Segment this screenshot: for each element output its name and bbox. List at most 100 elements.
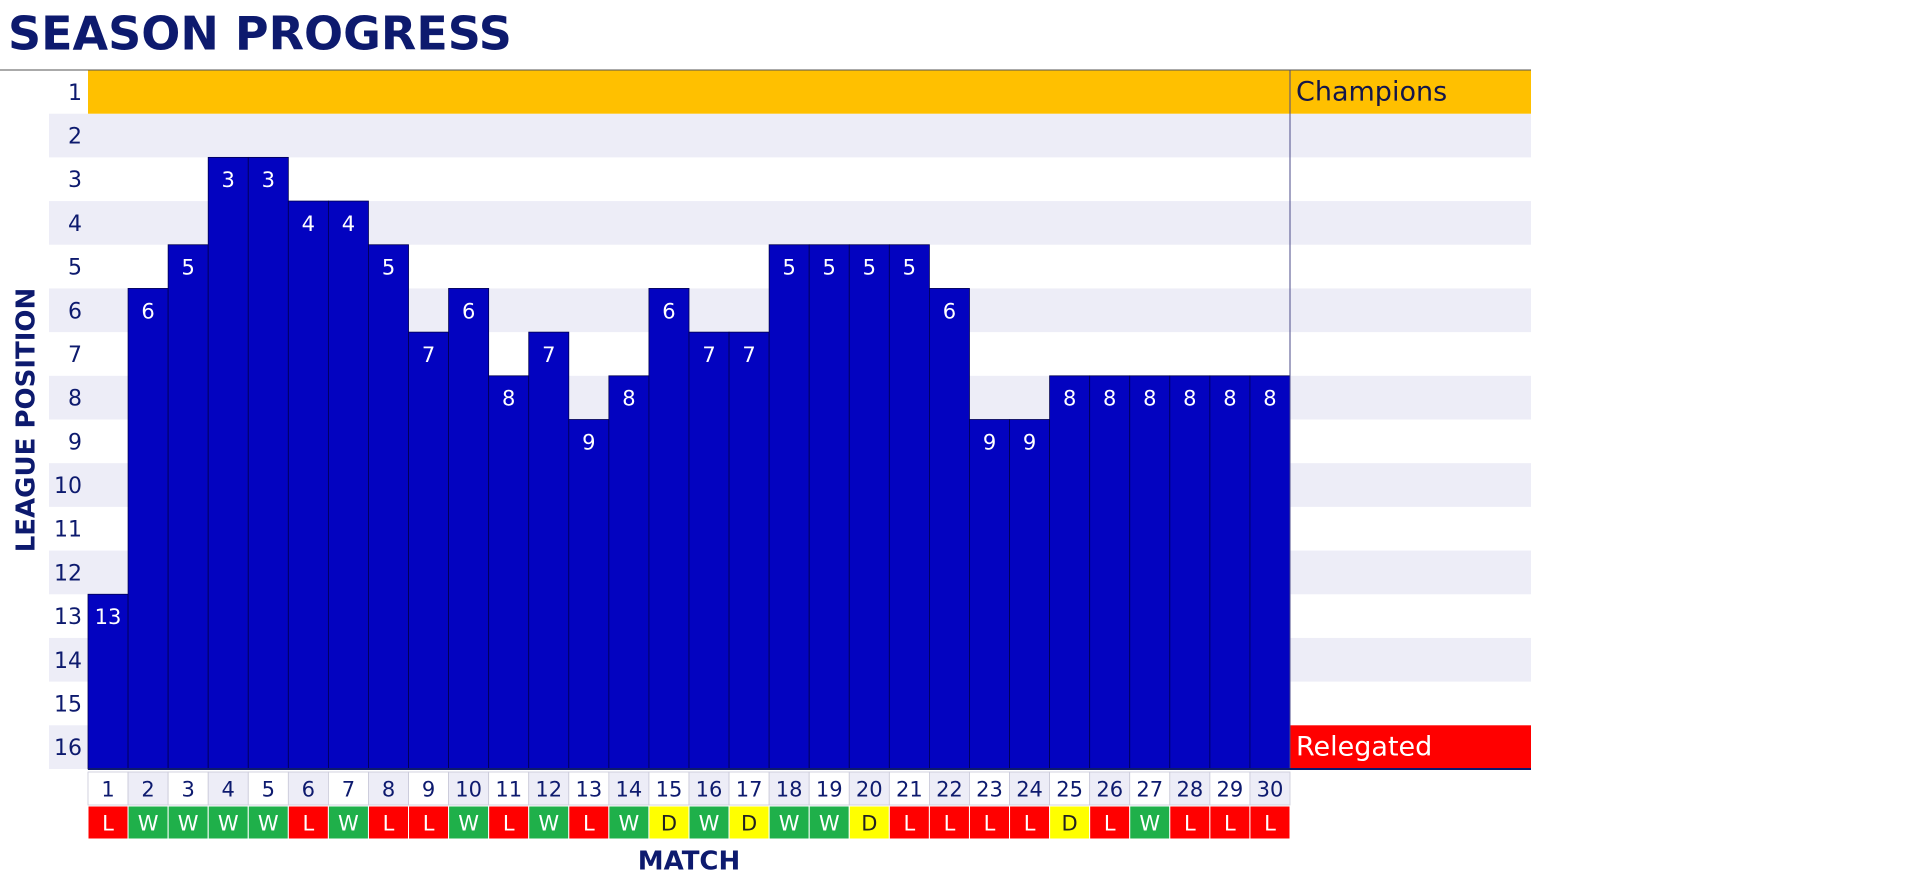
bar [448,288,490,770]
x-tick-label: 14 [616,778,643,802]
result-label: W [178,812,199,836]
bar [368,244,409,770]
x-tick-label: 30 [1257,778,1284,802]
y-tick-label: 7 [68,343,82,368]
x-tick-label: 4 [222,778,235,802]
result-cell [808,805,850,840]
result-label: W [138,812,159,836]
result-cell [127,805,169,840]
x-tick-label: 8 [382,778,395,802]
bar [327,200,369,770]
bar [1209,375,1251,770]
result-label: L [383,812,395,836]
match-cell [368,771,409,806]
x-tick-label: 24 [1016,778,1043,802]
match-cell [808,771,850,806]
match-cell [1089,771,1131,806]
result-label: D [861,812,877,836]
result-cell [1169,805,1211,840]
bar [1129,375,1171,770]
data-label: 7 [422,343,435,367]
data-label: 4 [342,212,355,236]
match-cell [568,771,610,806]
zone-label: Relegated [1296,732,1432,763]
bar [408,331,449,770]
x-tick-label: 21 [896,778,923,802]
result-label: L [1264,812,1276,836]
result-cell [848,805,890,840]
match-cell [1009,771,1050,806]
result-cell [1249,805,1291,840]
match-cell [127,771,169,806]
result-label: D [741,812,757,836]
result-cell [1129,805,1171,840]
result-label: L [583,812,595,836]
bar [207,156,249,770]
result-cell [1049,805,1091,840]
data-label: 8 [1263,387,1276,411]
x-tick-label: 9 [422,778,435,802]
y-tick-label: 1 [68,81,82,106]
bar [888,244,930,770]
result-label: L [1104,812,1116,836]
x-tick-label: 19 [816,778,843,802]
result-cell [408,805,450,840]
data-label: 7 [542,343,555,367]
row-stripe [49,113,1531,158]
match-cell [1249,771,1291,806]
result-label: D [1062,812,1078,836]
data-label: 5 [382,256,395,280]
bar [768,244,810,770]
bar [969,419,1010,770]
bar [808,244,850,770]
result-label: L [303,812,315,836]
bar [848,244,890,770]
match-cell [408,771,449,806]
result-label: L [904,812,916,836]
data-label: 8 [622,387,635,411]
bar [1049,375,1091,770]
x-tick-label: 5 [262,778,275,802]
result-cell [287,805,329,840]
result-cell [688,805,730,840]
match-cell [768,771,810,806]
data-label: 9 [983,430,996,454]
bar [568,419,610,770]
y-tick-label: 13 [54,605,82,630]
zone-label: Champions [1296,76,1447,107]
bar [688,331,730,770]
bar [1169,375,1211,770]
x-tick-label: 29 [1217,778,1244,802]
match-cell [929,771,970,806]
data-label: 4 [302,212,315,236]
x-tick-label: 7 [342,778,355,802]
y-axis-label: LEAGUE POSITION [12,288,42,553]
match-cell [448,771,490,806]
data-label: 6 [943,299,956,323]
data-label: 8 [1143,387,1156,411]
match-cell [608,771,650,806]
y-tick-label: 14 [54,649,82,674]
data-label: 9 [582,430,595,454]
result-label: W [458,812,479,836]
result-cell [648,805,690,840]
result-label: W [218,812,239,836]
result-label: L [1224,812,1236,836]
match-cell [648,771,690,806]
data-label: 5 [782,256,795,280]
bar [728,331,770,770]
x-tick-label: 12 [535,778,562,802]
result-label: W [819,812,840,836]
y-tick-label: 10 [54,474,82,499]
result-cell [327,805,369,840]
x-tick-label: 1 [101,778,114,802]
x-tick-label: 18 [776,778,803,802]
y-tick-label: 2 [68,125,82,150]
bar [648,288,690,770]
data-label: 6 [662,299,675,323]
y-tick-label: 6 [68,299,82,324]
data-label: 3 [222,168,235,192]
x-tick-label: 17 [736,778,763,802]
data-label: 8 [502,387,515,411]
y-tick-label: 8 [68,387,82,412]
